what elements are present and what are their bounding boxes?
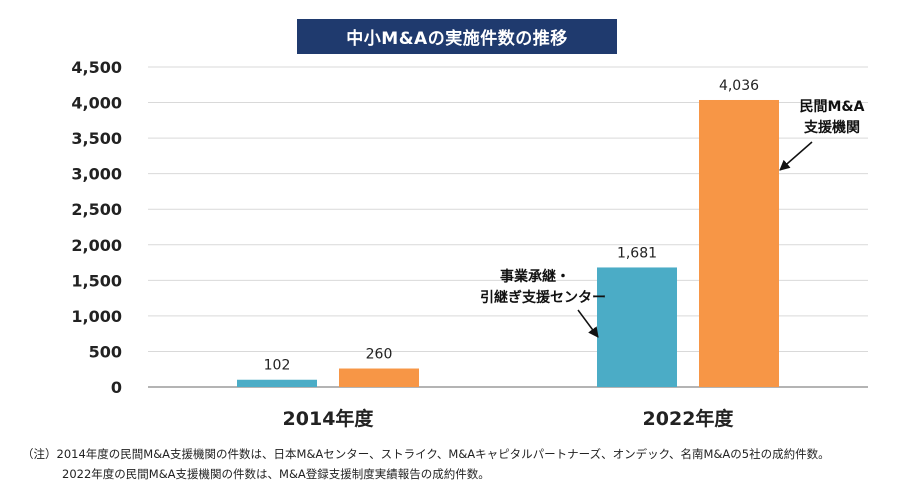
- data-label: 260: [366, 347, 393, 363]
- annotation-private-line1: 民間M&A: [800, 99, 865, 115]
- y-tick-label: 3,000: [71, 165, 122, 184]
- bar-private-1: [699, 99, 779, 388]
- data-label: 102: [264, 358, 291, 374]
- annotation-arrow-center: [577, 309, 599, 338]
- annotation-arrow-private: [779, 141, 813, 171]
- annotation-center-line2: 引継ぎ支援センター: [480, 289, 606, 306]
- y-tick-label: 3,500: [71, 129, 122, 148]
- y-tick-label: 1,500: [71, 271, 122, 290]
- y-tick-label: 0: [111, 378, 122, 397]
- data-label: 4,036: [719, 78, 759, 94]
- y-tick-label: 1,000: [71, 307, 122, 326]
- y-tick-label: 2,500: [71, 200, 122, 219]
- bar-center-0: [237, 379, 317, 387]
- data-label: 1,681: [617, 245, 657, 261]
- x-tick-label: 2022年度: [643, 407, 735, 430]
- y-tick-label: 4,500: [71, 58, 122, 77]
- bar-chart: 0 500 1,000 1,500 2,000 2,500 3,000 3,500 4,000 4…: [71, 58, 868, 430]
- chart-title: 中小M&Aの実施件数の推移: [297, 19, 617, 54]
- bar-center-1: [597, 267, 677, 387]
- footnote-line-2: 2022年度の民間M&A支援機関の件数は、M&A登録支援制度実績報告の成約件数。: [62, 467, 490, 481]
- annotation-center-line1: 事業承継・: [500, 268, 570, 285]
- y-tick-label: 4,000: [71, 94, 122, 113]
- x-tick-label: 2014年度: [283, 407, 375, 430]
- y-tick-label: 2,000: [71, 236, 122, 255]
- footnote-line-1: （注）2014年度の民間M&A支援機関の件数は、日本M&Aセンター、ストライク、…: [22, 447, 830, 461]
- y-tick-label: 500: [89, 342, 122, 361]
- bar-private-0: [339, 368, 419, 387]
- annotation-private-line2: 支援機関: [803, 119, 860, 136]
